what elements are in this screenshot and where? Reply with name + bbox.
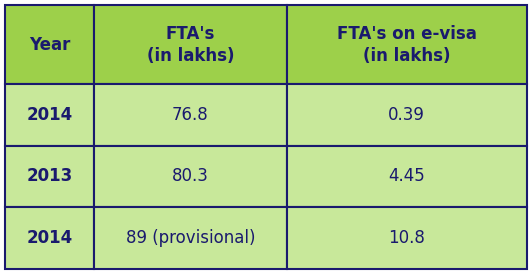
Bar <box>94 207 287 269</box>
Text: 76.8: 76.8 <box>172 106 209 124</box>
Bar <box>94 146 287 207</box>
Bar <box>287 84 527 146</box>
Text: FTA's
(in lakhs): FTA's (in lakhs) <box>147 25 234 65</box>
Bar <box>94 5 287 84</box>
Bar <box>287 5 527 84</box>
Bar <box>5 84 94 146</box>
Text: 2013: 2013 <box>27 167 73 185</box>
Text: 0.39: 0.39 <box>388 106 425 124</box>
Bar <box>287 146 527 207</box>
Bar <box>5 5 94 84</box>
Bar <box>5 146 94 207</box>
Text: Year: Year <box>29 36 70 54</box>
Text: FTA's on e-visa
(in lakhs): FTA's on e-visa (in lakhs) <box>337 25 477 65</box>
Text: 80.3: 80.3 <box>172 167 209 185</box>
Text: 2014: 2014 <box>27 106 73 124</box>
Text: 89 (provisional): 89 (provisional) <box>126 229 255 247</box>
Bar <box>94 84 287 146</box>
Text: 2014: 2014 <box>27 229 73 247</box>
Text: 10.8: 10.8 <box>388 229 425 247</box>
Text: 4.45: 4.45 <box>388 167 425 185</box>
Bar <box>5 207 94 269</box>
Bar <box>287 207 527 269</box>
